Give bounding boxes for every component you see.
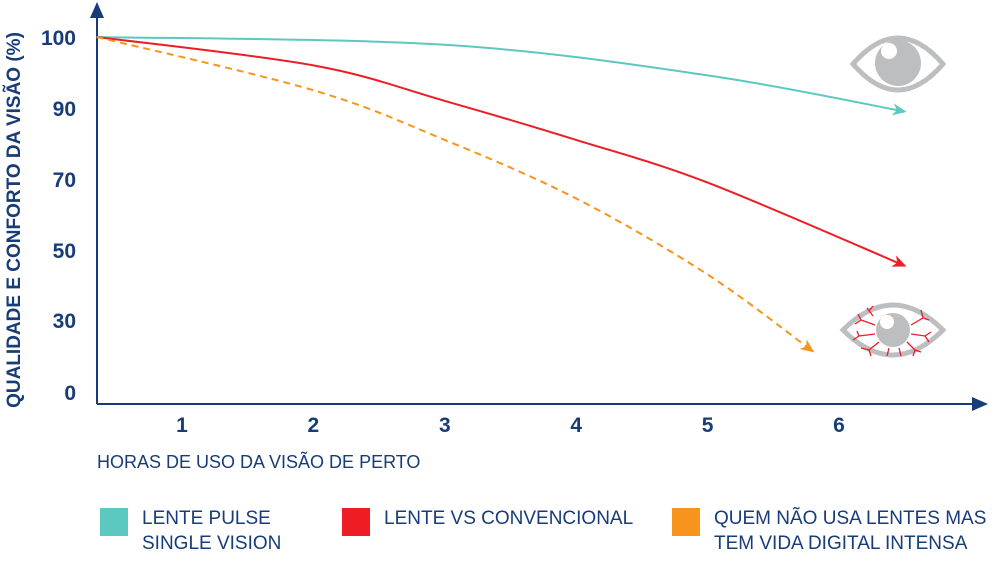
x-tick-label: 6 [833, 414, 845, 437]
x-tick-label: 5 [702, 414, 714, 437]
series-line-2 [96, 36, 907, 267]
x-axis-arrow [972, 397, 988, 411]
legend-label: QUEM NÃO USA LENTES MAS TEM VIDA DIGITAL… [714, 508, 987, 554]
legend-item-no-lens: QUEM NÃO USA LENTES MAS TEM VIDA DIGITAL… [672, 506, 986, 556]
red-irritated-eye-icon [839, 302, 947, 358]
legend-swatch-red [342, 508, 370, 536]
legend-item-vs: LENTE VS CONVENCIONAL [342, 506, 633, 536]
y-tick-label: 90 [53, 98, 76, 121]
y-tick-label: 30 [53, 310, 76, 333]
legend-swatch-teal [100, 508, 128, 536]
y-tick-label: 0 [64, 382, 76, 405]
y-tick-label: 100 [41, 27, 76, 50]
healthy-eye-icon [849, 35, 947, 93]
y-axis-arrow [90, 2, 104, 18]
vein-lines [852, 305, 932, 357]
x-tick-label: 3 [439, 414, 451, 437]
x-axis-label: HORAS DE USO DA VISÃO DE PERTO [97, 452, 421, 472]
y-axis-label: QUALIDADE E CONFORTO DA VISÃO (%) [3, 32, 25, 408]
legend-item-pulse: LENTE PULSE SINGLE VISION [100, 506, 281, 556]
legend-swatch-orange [672, 508, 700, 536]
legend-label: LENTE VS CONVENCIONAL [384, 508, 634, 529]
x-tick-label: 4 [570, 414, 582, 437]
y-tick-label: 50 [53, 240, 76, 263]
x-tick-label: 1 [176, 414, 188, 437]
series-line-3 [96, 36, 815, 353]
x-tick-label: 2 [308, 414, 320, 437]
series-line-1 [96, 36, 907, 116]
y-tick-label: 70 [53, 169, 76, 192]
legend-label: LENTE PULSE SINGLE VISION [142, 508, 282, 554]
